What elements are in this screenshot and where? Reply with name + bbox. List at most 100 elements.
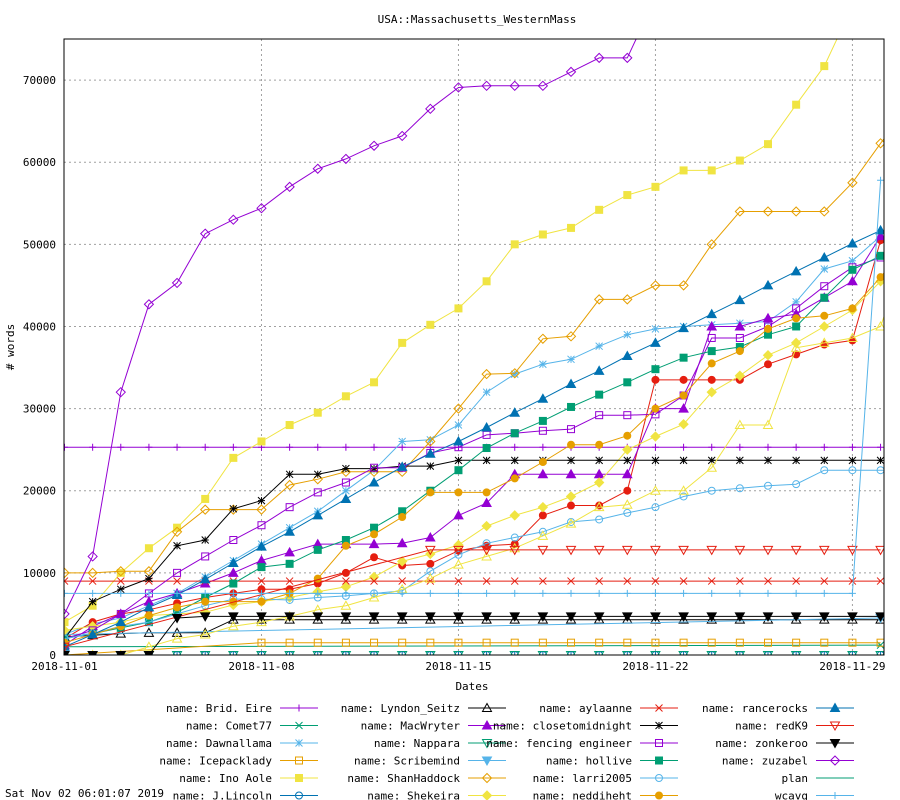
data-point bbox=[482, 277, 491, 286]
data-point bbox=[650, 431, 661, 442]
legend-marker bbox=[481, 772, 493, 784]
data-point bbox=[313, 408, 322, 417]
data-point bbox=[341, 478, 350, 487]
data-point bbox=[398, 338, 407, 347]
data-point bbox=[762, 312, 774, 323]
legend-item-j-lincoln: name: J.Lincoln bbox=[173, 790, 318, 800]
data-point bbox=[454, 651, 462, 655]
data-point bbox=[481, 545, 492, 556]
grid bbox=[64, 39, 884, 655]
data-point bbox=[510, 240, 519, 249]
data-point bbox=[820, 651, 828, 655]
data-point bbox=[595, 456, 604, 465]
data-point bbox=[509, 368, 520, 379]
data-point bbox=[454, 577, 463, 585]
data-point bbox=[229, 453, 238, 462]
legend-label: name: Brid. Eire bbox=[166, 702, 272, 715]
data-point bbox=[567, 638, 576, 647]
legend-label: name: J.Lincoln bbox=[173, 790, 272, 800]
data-point bbox=[876, 577, 884, 585]
data-point bbox=[848, 651, 856, 655]
data-point bbox=[623, 589, 631, 597]
data-point bbox=[537, 468, 549, 479]
data-point bbox=[650, 485, 661, 495]
data-point bbox=[286, 651, 294, 655]
data-point bbox=[565, 491, 577, 502]
data-point bbox=[622, 444, 633, 455]
data-point bbox=[313, 545, 322, 554]
legend-label: name: Icepacklady bbox=[159, 755, 272, 768]
data-point bbox=[510, 533, 519, 542]
legend-label: name: zuzabel bbox=[722, 755, 808, 768]
data-point bbox=[313, 488, 322, 497]
legend-marker bbox=[481, 790, 493, 800]
legend-item-macwryter: name: MacWryter bbox=[361, 720, 506, 733]
data-point bbox=[396, 614, 408, 624]
series-line-icepacklady bbox=[64, 642, 881, 655]
data-point bbox=[678, 485, 689, 495]
data-point bbox=[227, 620, 239, 631]
legend-item-ino-aole: name: Ino Aole bbox=[179, 772, 318, 785]
legend-marker bbox=[481, 719, 493, 730]
data-point bbox=[312, 614, 324, 624]
data-point bbox=[227, 612, 239, 622]
series-icepacklady bbox=[64, 638, 884, 655]
data-point bbox=[734, 419, 746, 430]
data-point bbox=[538, 457, 547, 466]
series-line-zonkeroo bbox=[64, 615, 881, 655]
data-point bbox=[424, 448, 436, 458]
series-macwryter bbox=[64, 230, 884, 650]
data-point bbox=[848, 443, 856, 451]
data-point bbox=[481, 550, 492, 561]
data-point bbox=[706, 320, 718, 331]
legend-item-scribemind: name: Scribemind bbox=[354, 755, 506, 768]
data-point bbox=[173, 589, 181, 597]
data-point bbox=[424, 612, 436, 622]
data-point bbox=[256, 202, 267, 214]
data-point bbox=[875, 224, 884, 235]
data-point bbox=[482, 444, 491, 453]
data-point bbox=[877, 443, 884, 451]
chart-title: USA::Massachusetts_WesternMass bbox=[378, 13, 577, 26]
data-point bbox=[537, 80, 549, 92]
data-point bbox=[286, 589, 294, 597]
data-point bbox=[426, 559, 435, 568]
data-point bbox=[368, 140, 380, 151]
data-point bbox=[426, 488, 435, 497]
data-point bbox=[565, 518, 577, 528]
series-line-jennifer-enderlin bbox=[64, 240, 882, 640]
data-point bbox=[623, 378, 632, 387]
data-point bbox=[651, 589, 659, 597]
data-point bbox=[145, 443, 153, 451]
series-brid-eire bbox=[64, 443, 884, 451]
data-point bbox=[538, 426, 547, 435]
data-point bbox=[256, 541, 267, 551]
data-point bbox=[707, 347, 716, 356]
data-point bbox=[818, 612, 830, 622]
data-point bbox=[201, 597, 210, 606]
data-point bbox=[707, 577, 716, 585]
data-point bbox=[595, 205, 604, 214]
data-point bbox=[171, 277, 183, 289]
data-point bbox=[284, 479, 295, 491]
data-point bbox=[88, 577, 97, 585]
data-point bbox=[285, 503, 294, 512]
data-point bbox=[199, 504, 211, 515]
data-point bbox=[650, 545, 661, 556]
data-point bbox=[87, 628, 98, 639]
data-point bbox=[651, 404, 660, 413]
data-point bbox=[398, 577, 407, 585]
data-point bbox=[116, 585, 125, 594]
data-point bbox=[453, 559, 464, 569]
legend-marker bbox=[481, 756, 493, 767]
legend-label: name: MacWryter bbox=[361, 720, 461, 733]
data-point bbox=[370, 378, 379, 387]
data-point bbox=[537, 501, 549, 513]
legend-item-brid-eire: name: Brid. Eire bbox=[166, 702, 318, 715]
data-point bbox=[539, 577, 547, 585]
data-point bbox=[199, 627, 211, 637]
data-point bbox=[370, 589, 378, 597]
series-shekeira bbox=[64, 276, 884, 636]
data-point bbox=[623, 411, 632, 420]
series-line-larri2005 bbox=[64, 469, 884, 640]
